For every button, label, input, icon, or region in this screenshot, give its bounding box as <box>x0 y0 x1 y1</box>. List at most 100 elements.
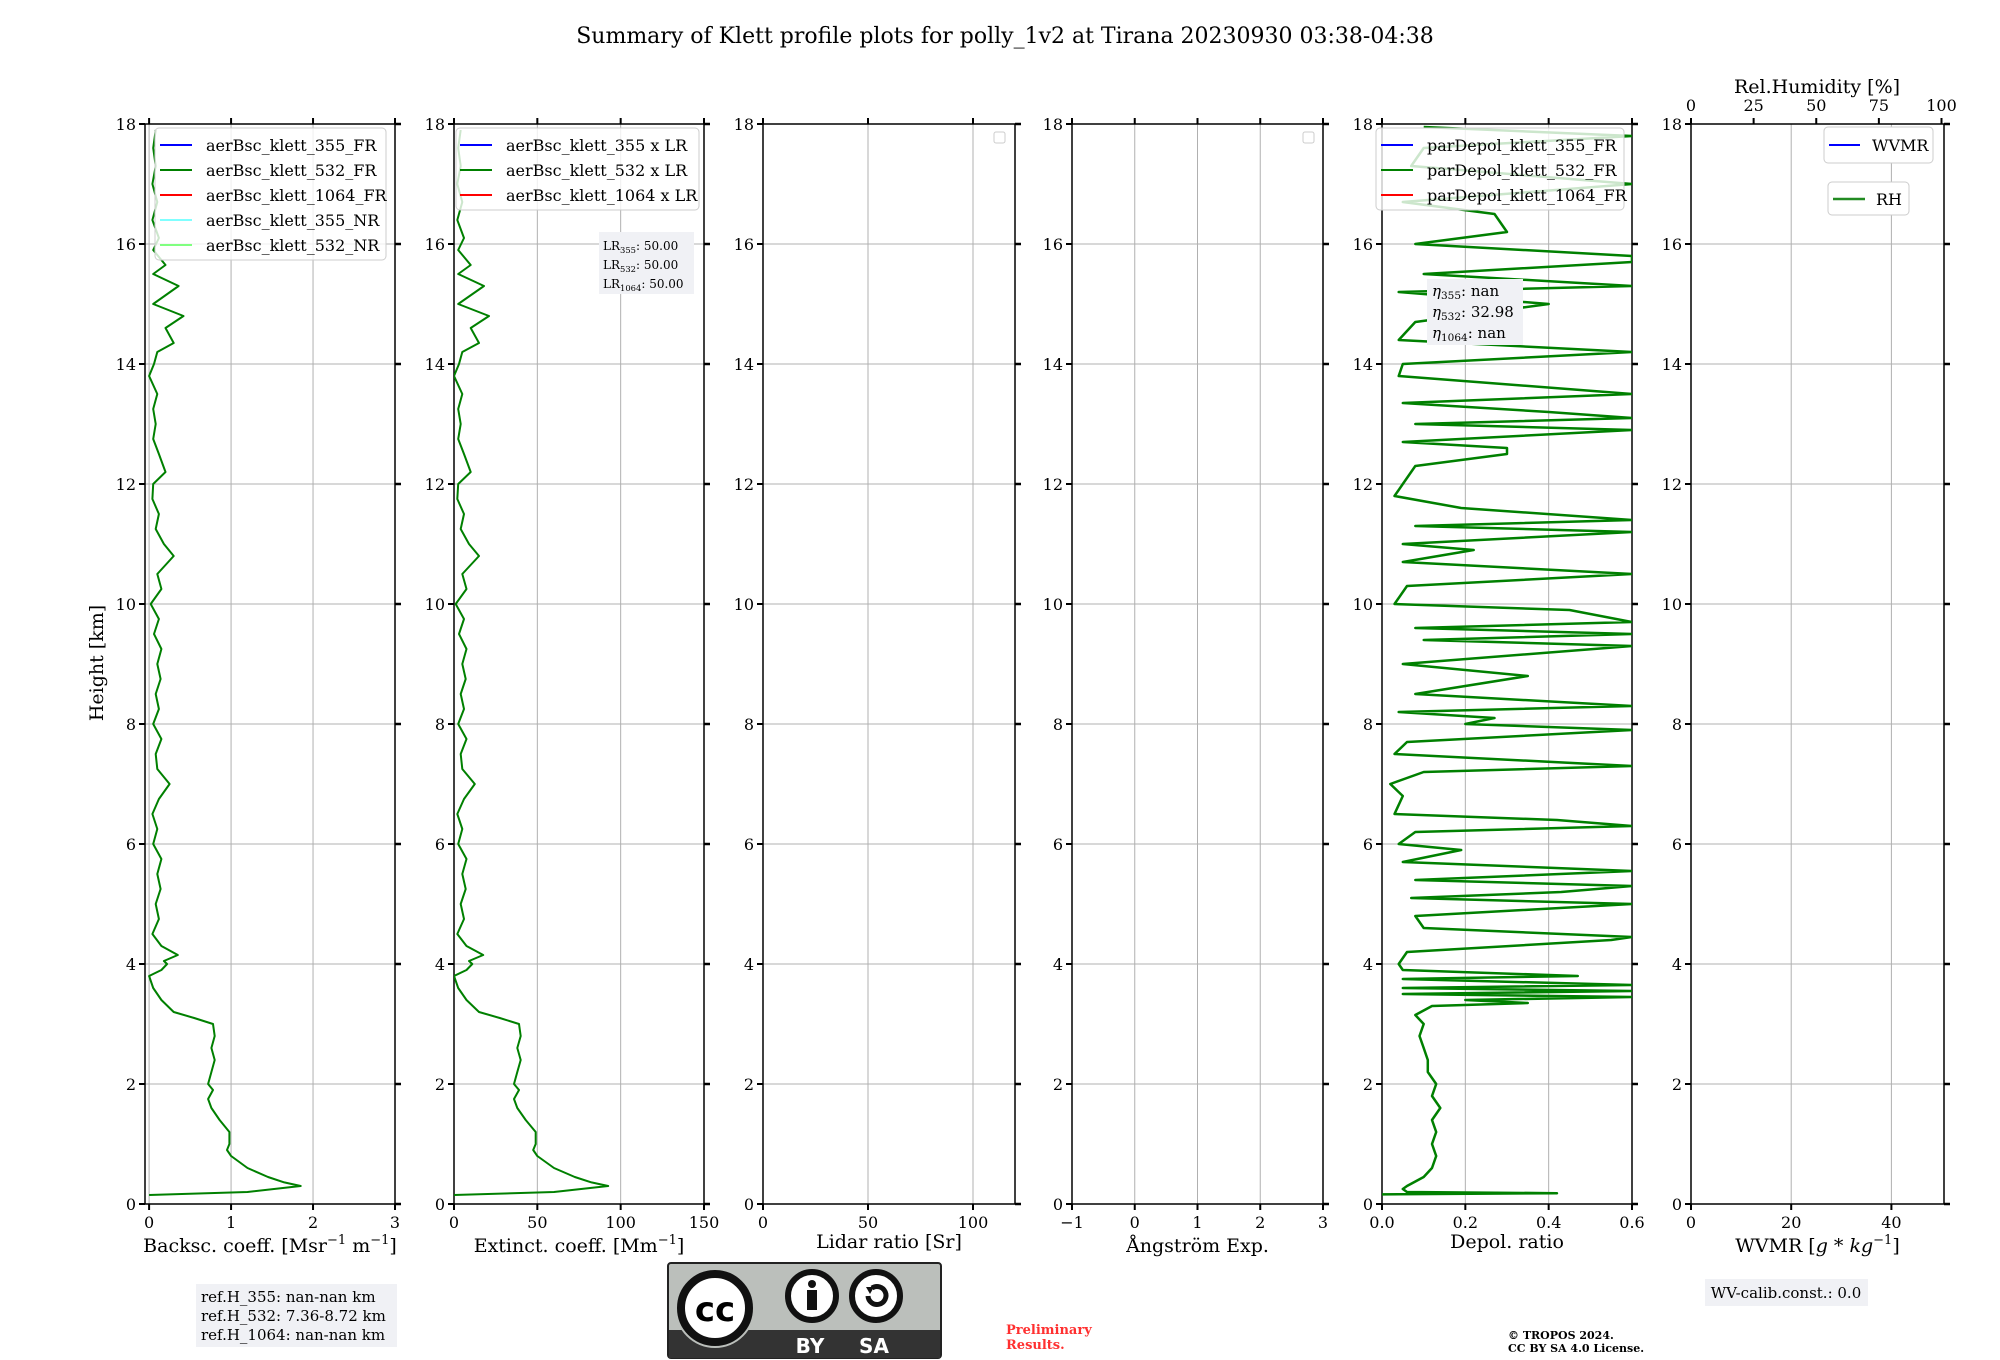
y-tick-label: 8 <box>1672 715 1682 734</box>
x-axis-label-part: Depol. ratio <box>1450 1231 1564 1253</box>
eta-entry: η355: nan <box>1432 282 1499 302</box>
x-axis-label-part: ] <box>677 1235 684 1257</box>
y-tick-label: 0 <box>435 1195 445 1214</box>
x-axis-label-backscatter: Backsc. coeff. [Msr−1 m−1] <box>143 1233 397 1257</box>
empty-legend-angstrom <box>1302 131 1315 144</box>
legend-label: aerBsc_klett_532_NR <box>206 236 380 255</box>
y-tick-label: 4 <box>1053 955 1063 974</box>
x-tick-label: 50 <box>858 1213 878 1232</box>
x-tick-label: 1 <box>226 1213 236 1232</box>
x-axis-label-part: Backsc. coeff. [Msr <box>143 1235 328 1257</box>
x-axis-label-angstrom: Ångström Exp. <box>1125 1235 1269 1257</box>
y-tick-label: 16 <box>1043 235 1063 254</box>
rh-axis-label: Rel.Humidity [%] <box>1734 76 1900 98</box>
x-axis-label-part: Ångström Exp. <box>1125 1235 1269 1257</box>
ref-heights-box: ref.H_355: nan-nan km ref.H_532: 7.36-8.… <box>196 1284 397 1347</box>
y-tick-label: 0 <box>126 1195 136 1214</box>
x-tick-label: 0 <box>449 1213 459 1232</box>
empty-legend-lidar-ratio <box>993 131 1006 144</box>
x-tick-label: 2 <box>308 1213 318 1232</box>
x-axis-label-part: ] <box>1892 1235 1899 1257</box>
y-tick-label: 4 <box>744 955 754 974</box>
x-tick-label: −1 <box>1060 1213 1084 1232</box>
legend-extinction: aerBsc_klett_355 x LR aerBsc_klett_532 x … <box>455 127 700 211</box>
rh-tick-label: 50 <box>1806 96 1826 115</box>
y-tick-label: 16 <box>425 235 445 254</box>
y-tick-label: 4 <box>435 955 445 974</box>
profile-line-extinction-532 <box>454 129 610 1196</box>
x-axis-label-part: m <box>346 1235 370 1257</box>
preliminary-line1: Preliminary <box>1006 1323 1092 1338</box>
axes-frame <box>453 123 705 1205</box>
x-tick-label: 40 <box>1881 1213 1901 1232</box>
rh-tick-label: 75 <box>1869 96 1889 115</box>
legend-label: aerBsc_klett_355_NR <box>206 211 380 230</box>
wv-calib-text: WV-calib.const.: 0.0 <box>1711 1284 1862 1302</box>
y-tick-label: 6 <box>1053 835 1063 854</box>
copyright-line2: CC BY SA 4.0 License. <box>1508 1342 1644 1355</box>
eta-entry: η532: 32.98 <box>1432 303 1514 323</box>
x-tick-label: 0 <box>144 1213 154 1232</box>
y-tick-label: 6 <box>126 835 136 854</box>
y-tick-label: 2 <box>1053 1075 1063 1094</box>
y-tick-label: 14 <box>1353 355 1373 374</box>
legend-backscatter: aerBsc_klett_355_FR aerBsc_klett_532_FRae… <box>154 127 388 261</box>
y-tick-label: 18 <box>734 115 754 134</box>
cc-by-sa-logo: cc BY SA <box>667 1262 942 1359</box>
y-tick-label: 6 <box>435 835 445 854</box>
y-tick-label: 12 <box>425 475 445 494</box>
y-tick-label: 2 <box>126 1075 136 1094</box>
y-tick-label: 2 <box>435 1075 445 1094</box>
figure-title: Summary of Klett profile plots for polly… <box>576 24 1434 49</box>
ref-height-532: ref.H_532: 7.36-8.72 km <box>201 1307 386 1325</box>
eta-entry: η1064: nan <box>1432 324 1506 344</box>
x-tick-label: 20 <box>1781 1213 1801 1232</box>
x-axis-label-part: g * kg <box>1816 1235 1873 1257</box>
x-tick-label: 0 <box>758 1213 768 1232</box>
lidar_ratios-entry: LR1064: 50.00 <box>603 277 684 293</box>
x-axis-label-lidar_ratio: Lidar ratio [Sr] <box>816 1231 962 1253</box>
y-tick-label: 14 <box>1043 355 1063 374</box>
rh-tick-label: 25 <box>1743 96 1763 115</box>
x-axis-label-part: −1 <box>370 1233 389 1248</box>
sa-share-alike-icon <box>849 1269 903 1323</box>
y-tick-label: 14 <box>425 355 445 374</box>
y-tick-label: 12 <box>1353 475 1373 494</box>
y-tick-label: 8 <box>744 715 754 734</box>
y-tick-label: 14 <box>116 355 136 374</box>
y-tick-label: 18 <box>1043 115 1063 134</box>
y-tick-label: 6 <box>744 835 754 854</box>
profile-line-aerBsc-532 <box>148 129 302 1196</box>
y-tick-label: 16 <box>1353 235 1373 254</box>
legend-label: aerBsc_klett_355 x LR <box>506 136 688 155</box>
axes-frame <box>1071 123 1324 1205</box>
x-tick-label: 0.6 <box>1619 1213 1644 1232</box>
y-tick-label: 6 <box>1672 835 1682 854</box>
y-tick-label: 12 <box>1662 475 1682 494</box>
y-tick-label: 18 <box>116 115 136 134</box>
x-axis-label-part: −1 <box>658 1233 677 1248</box>
x-axis-label-part: ] <box>389 1235 396 1257</box>
axes-frame <box>1381 123 1633 1205</box>
x-tick-label: 3 <box>390 1213 400 1232</box>
x-tick-label: 0.2 <box>1453 1213 1478 1232</box>
legend-label: aerBsc_klett_355_FR <box>206 136 377 155</box>
y-tick-label: 2 <box>1363 1075 1373 1094</box>
panel-depol: 0 2 4 6 8 10 12 14 16 18 0.0 0.2 0.4 0.6 Depol. ratio <box>1353 115 1645 1253</box>
rh-tick-label: 100 <box>1926 96 1957 115</box>
x-axis-label-wvmr: WVMR [g * kg−1] <box>1735 1233 1899 1257</box>
x-tick-label: 3 <box>1318 1213 1328 1232</box>
legend-label: parDepol_klett_355_FR <box>1427 136 1618 155</box>
profile-line-parDepol-532 <box>1382 125 1632 1196</box>
x-tick-label: 100 <box>958 1213 989 1232</box>
y-tick-label: 14 <box>734 355 754 374</box>
y-tick-label: 12 <box>1043 475 1063 494</box>
y-tick-label: 4 <box>126 955 136 974</box>
